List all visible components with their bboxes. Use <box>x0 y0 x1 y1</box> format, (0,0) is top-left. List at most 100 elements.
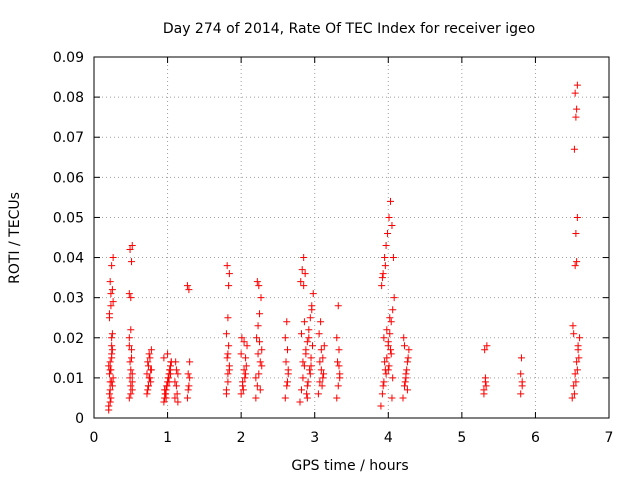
data-point <box>125 334 133 342</box>
data-point <box>108 346 116 354</box>
data-point <box>517 370 525 378</box>
data-point <box>128 242 136 250</box>
data-point <box>401 378 409 386</box>
data-point <box>184 370 192 378</box>
data-point <box>239 386 247 394</box>
data-point <box>482 382 490 390</box>
data-point <box>377 402 385 410</box>
data-point <box>384 229 392 237</box>
data-point <box>306 366 314 374</box>
data-point <box>128 378 136 386</box>
x-tick-label: 5 <box>457 430 466 446</box>
data-point <box>109 254 117 262</box>
data-point <box>223 262 231 270</box>
data-point <box>167 362 175 370</box>
data-point <box>383 326 391 334</box>
data-point <box>334 302 342 310</box>
data-point <box>253 278 261 286</box>
data-point <box>319 354 327 362</box>
data-point <box>283 378 291 386</box>
data-point <box>380 334 388 342</box>
data-point <box>107 290 115 298</box>
data-point <box>314 390 322 398</box>
data-point <box>302 346 310 354</box>
data-point <box>239 382 247 390</box>
data-point <box>106 366 114 374</box>
data-point <box>256 310 264 318</box>
data-point <box>386 346 394 354</box>
data-point <box>108 350 116 358</box>
data-point <box>161 386 169 394</box>
plot-frame <box>93 56 610 419</box>
data-point <box>160 354 168 362</box>
data-point <box>309 290 317 298</box>
data-point <box>128 370 136 378</box>
data-point <box>126 374 134 382</box>
data-point <box>299 358 307 366</box>
data-point <box>385 213 393 221</box>
data-point <box>240 366 248 374</box>
data-point <box>109 298 117 306</box>
y-tick-label: 0.01 <box>53 371 84 387</box>
data-point <box>301 270 309 278</box>
data-point <box>315 330 323 338</box>
data-point <box>281 334 289 342</box>
data-point <box>258 346 266 354</box>
data-point <box>237 390 245 398</box>
data-point <box>303 394 311 402</box>
data-point <box>570 390 578 398</box>
data-point <box>166 366 174 374</box>
data-point <box>253 382 261 390</box>
data-point <box>333 394 341 402</box>
data-point <box>167 370 175 378</box>
data-point <box>258 362 266 370</box>
data-point <box>378 390 386 398</box>
data-point <box>571 89 579 97</box>
data-point <box>390 294 398 302</box>
data-point <box>400 342 408 350</box>
data-point <box>256 338 264 346</box>
data-point <box>105 390 113 398</box>
data-point <box>386 314 394 322</box>
data-point <box>146 354 154 362</box>
data-point <box>574 342 582 350</box>
data-point <box>242 354 250 362</box>
data-point <box>172 366 180 374</box>
data-point <box>299 374 307 382</box>
data-point <box>108 342 116 350</box>
axis-ticks <box>93 56 610 419</box>
data-point <box>282 358 290 366</box>
data-point <box>108 382 116 390</box>
data-point <box>385 362 393 370</box>
data-point <box>572 229 580 237</box>
data-point <box>143 370 151 378</box>
data-point <box>254 322 262 330</box>
data-point <box>184 386 192 394</box>
data-point <box>128 386 136 394</box>
y-tick-label: 0.09 <box>53 50 84 66</box>
data-point <box>127 326 135 334</box>
data-point <box>241 374 249 382</box>
data-point <box>173 390 181 398</box>
y-axis-label: ROTI / TECUs <box>7 192 23 284</box>
data-point <box>127 382 135 390</box>
data-point <box>403 366 411 374</box>
data-point <box>162 394 170 402</box>
data-point <box>296 398 304 406</box>
data-point <box>144 358 152 366</box>
data-point <box>126 358 134 366</box>
data-point <box>256 386 264 394</box>
data-point <box>105 406 113 414</box>
data-point <box>281 394 289 402</box>
data-point <box>305 334 313 342</box>
data-point <box>108 330 116 338</box>
data-point <box>389 254 397 262</box>
data-point <box>568 394 576 402</box>
data-point <box>128 354 136 362</box>
data-point <box>405 346 413 354</box>
data-point <box>303 390 311 398</box>
data-point <box>379 270 387 278</box>
data-point <box>243 342 251 350</box>
data-point <box>128 258 136 266</box>
